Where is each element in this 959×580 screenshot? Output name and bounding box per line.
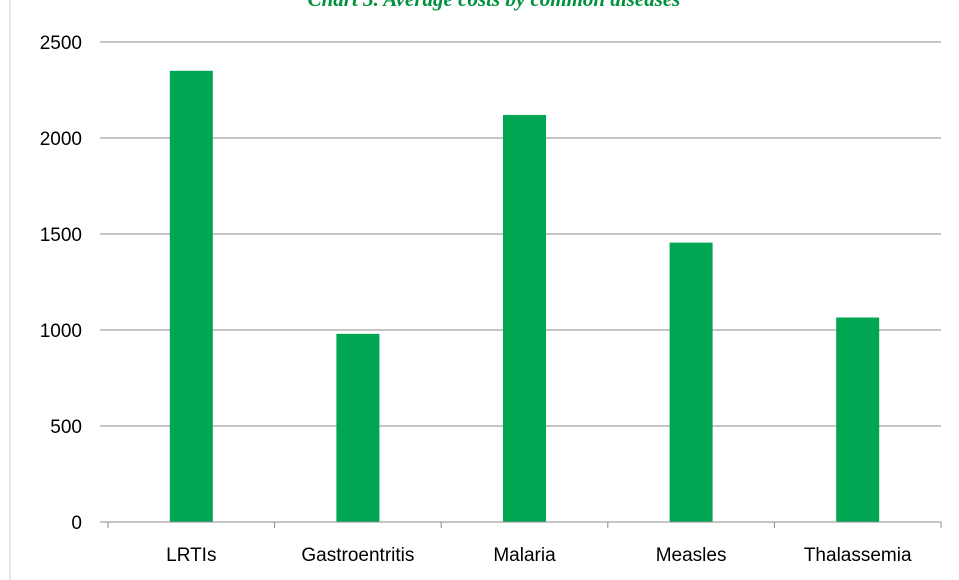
bar (169, 70, 213, 523)
x-tick-label: Thalassemia (804, 545, 912, 566)
chart-title: Chart 3. Average costs by common disease… (308, 0, 681, 11)
bar (836, 317, 880, 522)
x-tick-label: Measles (656, 545, 727, 566)
y-tick-label: 2000 (40, 129, 82, 150)
x-axis-tick-labels: LRTIs Gastroentritis Malaria Measles Thalass… (166, 545, 912, 566)
bar (336, 333, 380, 522)
bar (503, 114, 546, 523)
bar (669, 242, 713, 522)
y-tick-label: 2500 (40, 33, 82, 54)
y-tick-label: 1000 (40, 321, 82, 342)
y-axis-tick-labels: 0 500 1000 1500 2000 2500 (40, 33, 82, 534)
y-tick-label: 500 (50, 417, 82, 438)
x-tick-label: LRTIs (166, 545, 216, 566)
x-tick-label: Malaria (493, 545, 556, 566)
y-tick-label: 1500 (40, 225, 82, 246)
x-axis (100, 521, 942, 528)
x-tick-label: Gastroentritis (301, 545, 414, 566)
bars (169, 70, 880, 523)
y-tick-label: 0 (71, 513, 82, 534)
